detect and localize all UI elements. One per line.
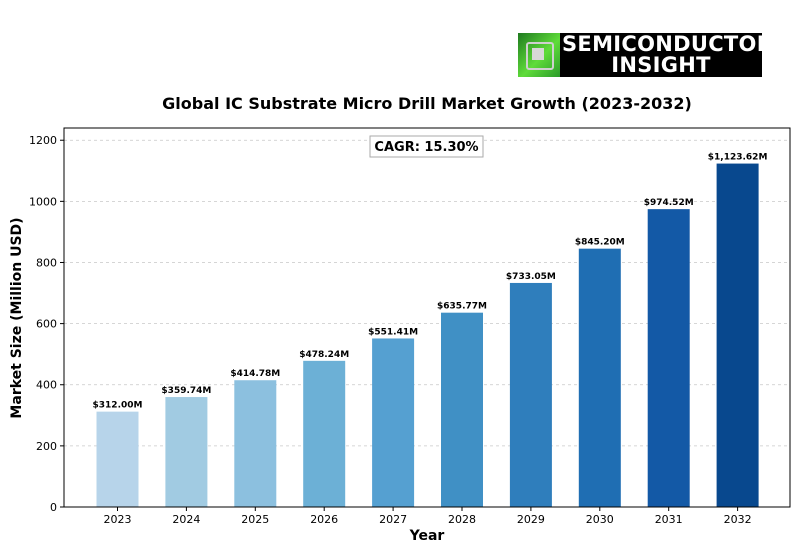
y-axis-ticks: 0 200 400 600 800 1000 1200 xyxy=(29,134,64,514)
y-axis-label: Market Size (Million USD) xyxy=(9,217,25,418)
cagr-annotation: CAGR: 15.30% xyxy=(369,135,484,158)
bar-2026 xyxy=(303,360,346,507)
x-tick-label-2024: 2024 xyxy=(172,513,200,526)
x-tick-label-2029: 2029 xyxy=(517,513,545,526)
x-tick-label-2030: 2030 xyxy=(586,513,614,526)
logo-text-line-1: SEMICONDUCTOR xyxy=(562,33,762,56)
x-tick-label-2025: 2025 xyxy=(241,513,269,526)
x-axis-ticks: 2023 2024 2025 2026 2027 2028 2029 2030 2031 2032 xyxy=(104,507,752,526)
chip-icon xyxy=(518,33,560,77)
x-tick-label-2026: 2026 xyxy=(310,513,338,526)
x-axis-label: Year xyxy=(409,528,445,544)
x-tick-label-2028: 2028 xyxy=(448,513,476,526)
value-label-2027: $551.41M xyxy=(368,327,418,337)
bar-2028 xyxy=(441,312,483,507)
value-label-2024: $359.74M xyxy=(161,386,211,396)
y-tick-label: 600 xyxy=(36,318,57,331)
chart-title: Global IC Substrate Micro Drill Market G… xyxy=(162,94,692,113)
y-tick-label: 200 xyxy=(36,440,57,453)
value-label-2032: $1,123.62M xyxy=(708,153,768,163)
cagr-label: CAGR: 15.30% xyxy=(374,140,478,155)
y-tick-label: 400 xyxy=(36,379,57,392)
x-tick-label-2031: 2031 xyxy=(655,513,683,526)
x-tick-label-2032: 2032 xyxy=(724,513,752,526)
bar-2025 xyxy=(234,380,277,507)
x-tick-label-2027: 2027 xyxy=(379,513,407,526)
plot-area-frame xyxy=(63,127,791,508)
value-label-2029: $733.05M xyxy=(506,272,556,282)
bar-2029 xyxy=(509,282,552,507)
bar-2023 xyxy=(96,411,139,507)
value-label-2030: $845.20M xyxy=(575,238,625,248)
y-tick-label: 1200 xyxy=(29,134,57,147)
bars xyxy=(96,163,759,508)
bar-2024 xyxy=(165,397,208,507)
y-tick-label: 1000 xyxy=(29,195,57,208)
value-label-2028: $635.77M xyxy=(437,302,487,312)
value-label-2025: $414.78M xyxy=(230,369,280,379)
value-label-2026: $478.24M xyxy=(299,350,349,360)
y-tick-label: 800 xyxy=(36,256,57,269)
bar-2030 xyxy=(578,248,621,508)
semiconductor-insight-logo: SEMICONDUCTOR INSIGHT xyxy=(518,33,762,77)
value-labels: $312.00M $359.74M $414.78M $478.24M $551.41M… xyxy=(93,153,768,411)
value-label-2023: $312.00M xyxy=(93,401,143,411)
x-tick-label-2023: 2023 xyxy=(104,513,132,526)
bar-2027 xyxy=(372,338,415,507)
logo-text-line-2: INSIGHT xyxy=(611,53,711,77)
value-label-2031: $974.52M xyxy=(644,198,694,208)
bar-2031 xyxy=(647,209,690,507)
bar-2032 xyxy=(716,163,759,507)
y-tick-label: 0 xyxy=(50,501,57,514)
cagr-box xyxy=(369,135,484,158)
